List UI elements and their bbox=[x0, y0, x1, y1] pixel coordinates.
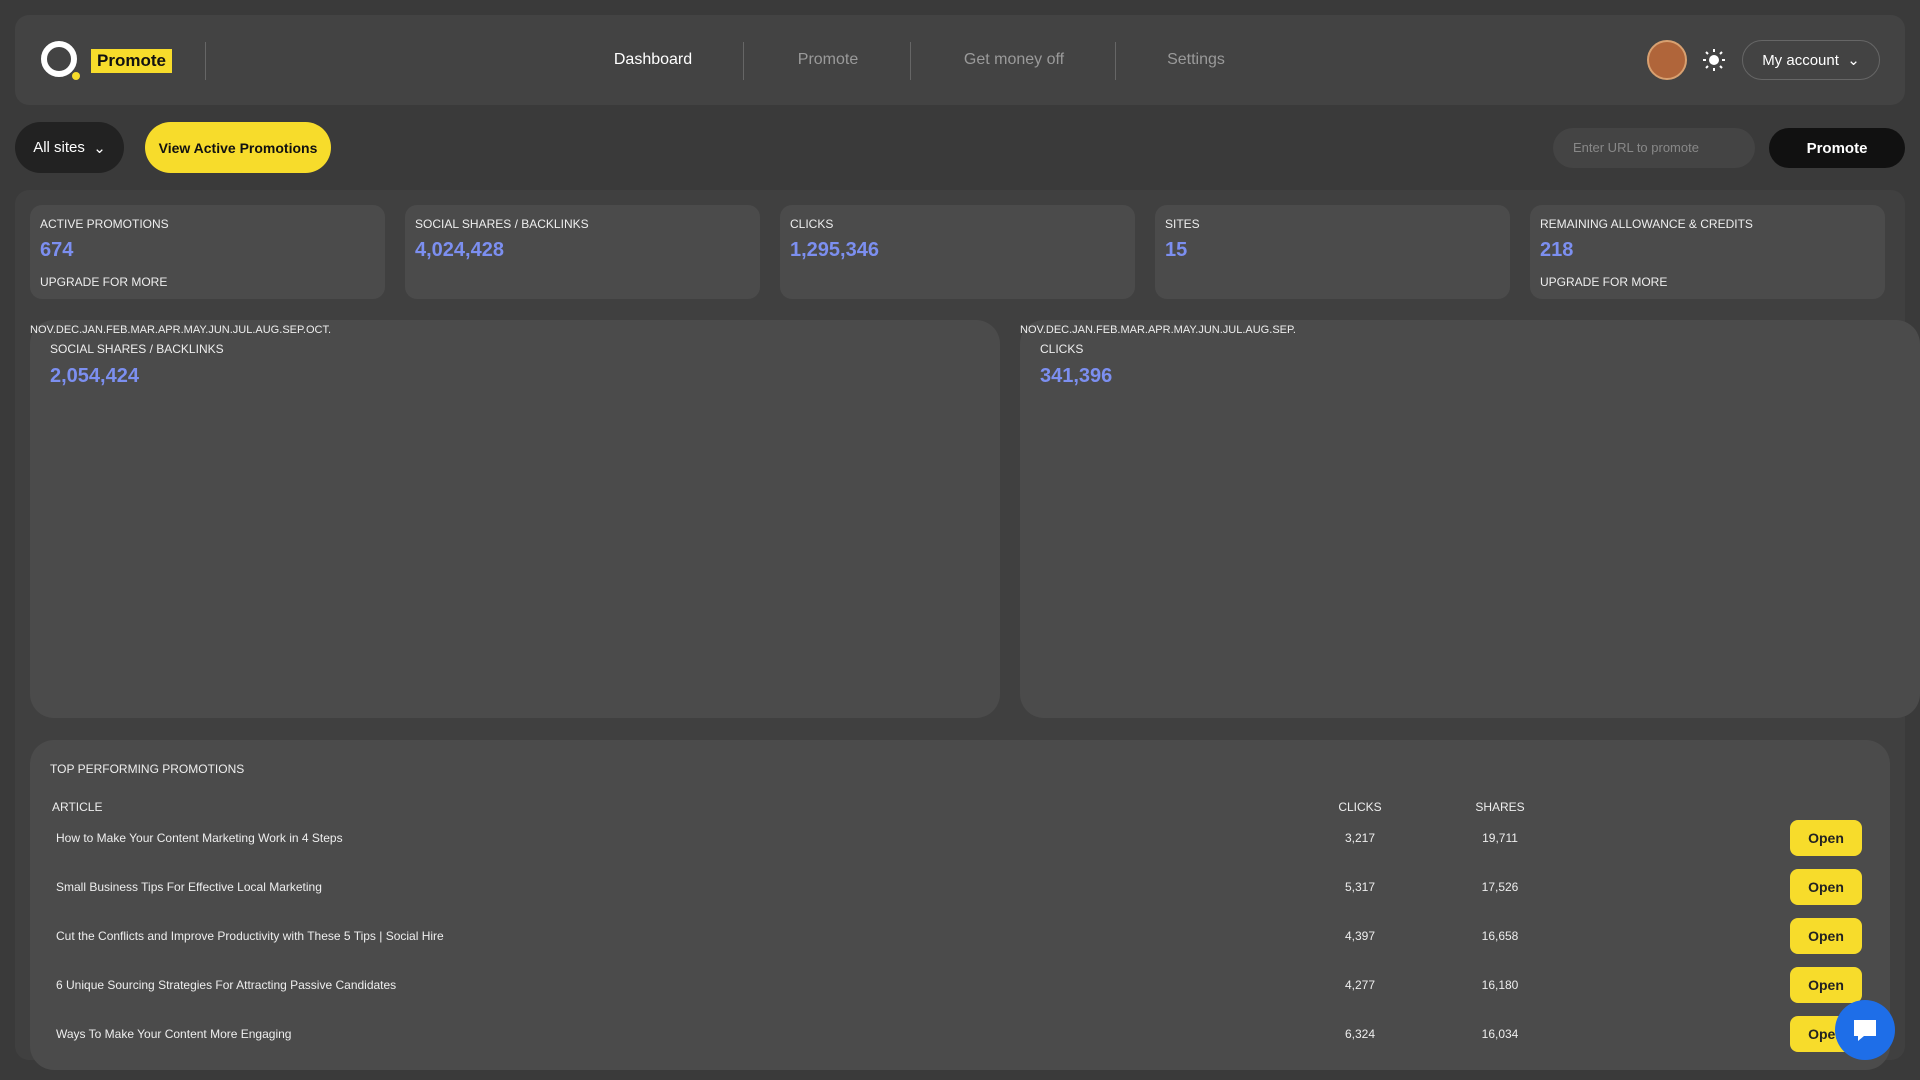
shares-cell: 19,711 bbox=[1482, 831, 1518, 845]
x-tick-label: MAR. bbox=[1120, 324, 1148, 336]
shares-cell: 17,526 bbox=[1481, 880, 1519, 894]
shares-cell: 16,658 bbox=[1481, 929, 1519, 943]
table-card: TOP PERFORMING PROMOTIONS ARTICLE CLICKS… bbox=[30, 740, 1890, 1070]
open-button[interactable]: Open bbox=[1790, 869, 1862, 905]
x-tick-label: AUG. bbox=[255, 324, 283, 336]
bar-chart: NOV.DEC.JAN.FEB.MAR.APR.MAY.JUN.JUL.AUG.… bbox=[1020, 320, 1296, 338]
column-header: SHARES bbox=[1475, 800, 1525, 814]
open-button[interactable]: Open bbox=[1790, 967, 1862, 1003]
stat-label: SOCIAL SHARES / BACKLINKS bbox=[415, 217, 589, 231]
stat-value: 15 bbox=[1165, 239, 1188, 261]
chart-title: SOCIAL SHARES / BACKLINKS bbox=[50, 342, 224, 356]
stat-value: 4,024,428 bbox=[415, 239, 504, 261]
stat-label: SITES bbox=[1165, 217, 1200, 231]
stat-card: REMAINING ALLOWANCE & CREDITS 218 UPGRADE … bbox=[1530, 205, 1885, 299]
table-title: TOP PERFORMING PROMOTIONS bbox=[50, 762, 245, 776]
chart-card: SOCIAL SHARES / BACKLINKS 2,054,424 NOV.… bbox=[30, 320, 1000, 718]
theme-toggle[interactable] bbox=[1703, 49, 1725, 71]
bar-chart: NOV.DEC.JAN.FEB.MAR.APR.MAY.JUN.JUL.AUG.… bbox=[30, 320, 331, 338]
article-title: 6 Unique Sourcing Strategies For Attract… bbox=[56, 978, 397, 992]
clicks-cell: 6,324 bbox=[1344, 1027, 1376, 1041]
divider bbox=[743, 42, 744, 80]
divider bbox=[1115, 42, 1116, 80]
chat-icon bbox=[1854, 1020, 1876, 1041]
shares-cell: 16,034 bbox=[1481, 1027, 1519, 1041]
article-title: Small Business Tips For Effective Local … bbox=[56, 880, 322, 894]
clicks-cell: 4,397 bbox=[1344, 929, 1376, 943]
stat-card: SITES 15 bbox=[1155, 205, 1510, 299]
logo-text: Promote bbox=[91, 49, 172, 73]
article-title: How to Make Your Content Marketing Work … bbox=[56, 831, 343, 845]
shares-cell: 16,180 bbox=[1481, 978, 1519, 992]
nav-item[interactable]: Settings bbox=[1167, 51, 1225, 68]
url-input[interactable]: Enter URL to promote bbox=[1553, 128, 1755, 168]
article-title: Cut the Conflicts and Improve Productivi… bbox=[56, 929, 444, 943]
clicks-cell: 5,317 bbox=[1344, 880, 1376, 894]
nav-item[interactable]: Promote bbox=[797, 51, 859, 68]
stat-label: ACTIVE PROMOTIONS bbox=[40, 217, 169, 231]
stat-label: CLICKS bbox=[790, 217, 834, 231]
chart-card: CLICKS 341,396 NOV.DEC.JAN.FEB.MAR.APR.M… bbox=[1020, 320, 1920, 718]
avatar[interactable] bbox=[1647, 40, 1687, 80]
sites-select[interactable]: All sites ⌄ bbox=[15, 122, 124, 173]
promote-button[interactable]: Promote bbox=[1769, 128, 1905, 168]
nav-item[interactable]: Dashboard bbox=[613, 51, 693, 68]
stat-card: ACTIVE PROMOTIONS 674 UPGRADE FOR MORE bbox=[30, 205, 385, 299]
x-tick-label: FEB. bbox=[106, 324, 131, 336]
account-label: My account bbox=[1762, 51, 1839, 69]
divider bbox=[910, 42, 911, 80]
column-header: CLICKS bbox=[1338, 800, 1382, 814]
column-header: ARTICLE bbox=[52, 800, 103, 814]
stat-value: 1,295,346 bbox=[790, 239, 879, 261]
x-tick-label: DEC. bbox=[55, 324, 83, 336]
x-tick-label: JAN. bbox=[1072, 324, 1097, 336]
open-button[interactable]: Open bbox=[1790, 918, 1862, 954]
x-tick-label: JUN. bbox=[1198, 324, 1223, 336]
x-tick-label: JUL. bbox=[1222, 324, 1246, 336]
stat-note: UPGRADE FOR MORE bbox=[40, 275, 168, 289]
chart-subtitle: 341,396 bbox=[1040, 365, 1113, 387]
x-tick-label: SEP. bbox=[1272, 324, 1296, 336]
x-tick-label: APR. bbox=[157, 324, 184, 336]
x-tick-label: JUL. bbox=[232, 324, 256, 336]
stat-value: 674 bbox=[40, 239, 74, 261]
x-tick-label: APR. bbox=[1147, 324, 1174, 336]
stat-card: CLICKS 1,295,346 bbox=[780, 205, 1135, 299]
clicks-cell: 4,277 bbox=[1344, 978, 1376, 992]
x-tick-label: DEC. bbox=[1045, 324, 1073, 336]
chart-title: CLICKS bbox=[1040, 342, 1084, 356]
x-tick-label: NOV. bbox=[1020, 324, 1046, 336]
account-button[interactable]: My account ⌄ bbox=[1742, 40, 1880, 80]
x-tick-label: JAN. bbox=[82, 324, 107, 336]
x-tick-label: FEB. bbox=[1096, 324, 1121, 336]
x-tick-label: MAR. bbox=[130, 324, 158, 336]
x-tick-label: JUN. bbox=[208, 324, 233, 336]
x-tick-label: SEP. bbox=[282, 324, 306, 336]
nav-item[interactable]: Get money off bbox=[963, 51, 1065, 68]
header: Promote Dashboard Promote Get money off … bbox=[15, 15, 1905, 105]
x-tick-label: AUG. bbox=[1245, 324, 1273, 336]
x-tick-label: OCT. bbox=[305, 324, 332, 336]
chat-button[interactable] bbox=[1835, 1000, 1895, 1060]
logo-icon bbox=[41, 41, 80, 80]
open-button[interactable]: Open bbox=[1790, 820, 1862, 856]
article-title: Ways To Make Your Content More Engaging bbox=[56, 1027, 292, 1041]
sites-label: All sites bbox=[33, 139, 85, 156]
clicks-cell: 3,217 bbox=[1344, 831, 1376, 845]
chart-subtitle: 2,054,424 bbox=[50, 365, 139, 387]
divider bbox=[205, 42, 206, 80]
x-tick-label: MAY. bbox=[1173, 324, 1199, 336]
stat-label: REMAINING ALLOWANCE & CREDITS bbox=[1540, 217, 1753, 231]
x-tick-label: NOV. bbox=[30, 324, 56, 336]
stat-card: SOCIAL SHARES / BACKLINKS 4,024,428 bbox=[405, 205, 760, 299]
stat-note: UPGRADE FOR MORE bbox=[1540, 275, 1668, 289]
stat-value: 218 bbox=[1540, 239, 1574, 261]
x-tick-label: MAY. bbox=[183, 324, 209, 336]
view-button[interactable]: View Active Promotions bbox=[145, 122, 331, 173]
